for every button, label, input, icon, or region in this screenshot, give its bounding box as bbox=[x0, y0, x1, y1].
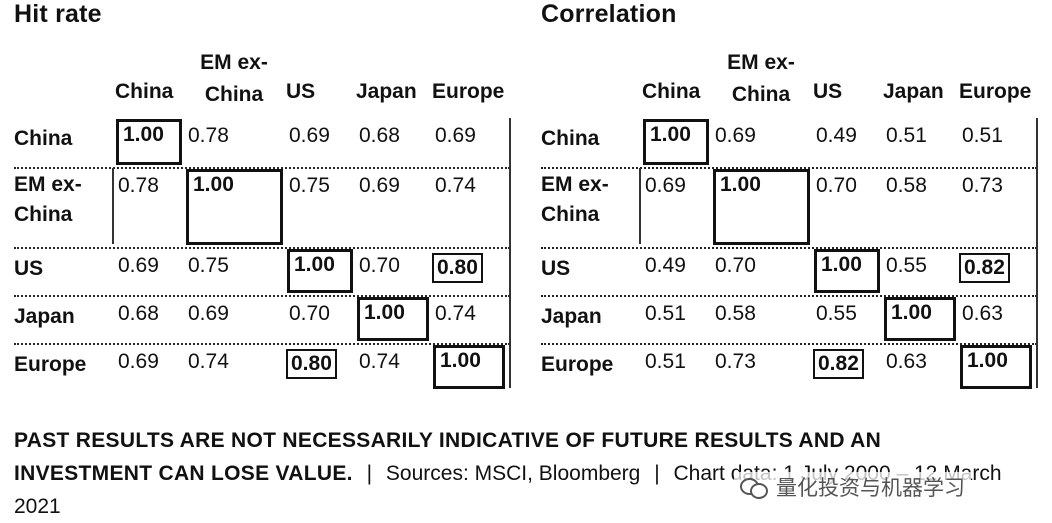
matrix-cell: 0.69 bbox=[359, 174, 400, 197]
matrix-cell: 0.69 bbox=[645, 174, 686, 197]
matrix-cell: 0.49 bbox=[645, 254, 686, 277]
correlation-matrix: China EM ex-China US Japan Europe China EM ex-… bbox=[541, 44, 1041, 389]
column-header: China bbox=[115, 80, 174, 103]
matrix-cell: 0.75 bbox=[289, 174, 330, 197]
row-header: China bbox=[541, 127, 600, 150]
matrix-cell: 1.00 bbox=[433, 345, 505, 389]
matrix-cell: 1.00 bbox=[884, 297, 956, 341]
row-header: China bbox=[14, 127, 73, 150]
row-separator bbox=[541, 167, 1037, 169]
matrix-cell: 0.75 bbox=[188, 254, 229, 277]
matrix-cell: 0.73 bbox=[962, 174, 1003, 197]
matrix-cell: 0.69 bbox=[188, 302, 229, 325]
column-separator bbox=[112, 168, 114, 244]
row-header: Europe bbox=[14, 353, 87, 376]
matrix-cell: 0.51 bbox=[886, 124, 927, 147]
matrix-cell: 0.70 bbox=[359, 254, 400, 277]
matrix-cell: 1.00 bbox=[186, 169, 283, 245]
matrix-cell: 0.74 bbox=[435, 174, 476, 197]
matrix-cell: 0.69 bbox=[118, 350, 159, 373]
hit-rate-title: Hit rate bbox=[14, 0, 102, 28]
matrix-cell: 0.73 bbox=[715, 350, 756, 373]
sources: Sources: MSCI, Bloomberg bbox=[385, 462, 641, 485]
matrix-cell: 0.51 bbox=[962, 124, 1003, 147]
watermark-text: 量化投资与机器学习 bbox=[776, 477, 965, 500]
matrix-cell: 0.58 bbox=[715, 302, 756, 325]
row-separator bbox=[14, 167, 510, 169]
matrix-cell: 0.55 bbox=[816, 302, 857, 325]
row-separator bbox=[541, 343, 1037, 345]
row-header: US bbox=[14, 257, 44, 280]
matrix-cell: 0.80 bbox=[432, 253, 483, 283]
matrix-cell: 1.00 bbox=[643, 119, 709, 165]
matrix-cell: 1.00 bbox=[116, 119, 182, 165]
row-separator bbox=[541, 247, 1037, 249]
matrix-cell: 0.68 bbox=[118, 302, 159, 325]
row-separator bbox=[541, 295, 1037, 297]
matrix-cell: 0.49 bbox=[816, 124, 857, 147]
matrix-cell: 0.51 bbox=[645, 350, 686, 373]
matrix-cell: 0.69 bbox=[118, 254, 159, 277]
wechat-icon bbox=[740, 476, 770, 499]
row-separator bbox=[14, 295, 510, 297]
matrix-cell: 0.70 bbox=[289, 302, 330, 325]
matrix-cell: 0.74 bbox=[188, 350, 229, 373]
matrix-cell: 0.70 bbox=[715, 254, 756, 277]
matrix-cell: 0.74 bbox=[435, 302, 476, 325]
matrix-cell: 0.63 bbox=[886, 350, 927, 373]
correlation-title: Correlation bbox=[541, 0, 677, 28]
column-header: US bbox=[286, 80, 316, 103]
watermark: 量化投资与机器学习 bbox=[734, 472, 971, 502]
matrix-cell: 0.74 bbox=[359, 350, 400, 373]
row-header: US bbox=[541, 257, 571, 280]
matrix-cell: 0.78 bbox=[118, 174, 159, 197]
matrix-cell: 0.51 bbox=[645, 302, 686, 325]
row-header: EM ex-China bbox=[14, 173, 82, 226]
column-header: Japan bbox=[356, 80, 417, 103]
column-separator bbox=[509, 118, 511, 388]
column-header: US bbox=[813, 80, 843, 103]
matrix-cell: 0.55 bbox=[886, 254, 927, 277]
row-header: Europe bbox=[541, 353, 614, 376]
matrix-cell: 1.00 bbox=[814, 249, 880, 293]
row-header: EM ex-China bbox=[541, 173, 609, 226]
column-header: Europe bbox=[432, 80, 505, 103]
row-separator bbox=[14, 343, 510, 345]
matrix-cell: 0.68 bbox=[359, 124, 400, 147]
matrix-cell: 0.80 bbox=[286, 349, 337, 379]
row-separator bbox=[14, 247, 510, 249]
hit-rate-matrix: China EM ex-China US Japan Europe China EM ex-… bbox=[14, 44, 514, 389]
matrix-cell: 0.82 bbox=[959, 253, 1010, 283]
footer-separator: | bbox=[366, 462, 373, 485]
matrix-cell: 0.70 bbox=[816, 174, 857, 197]
column-header: Japan bbox=[883, 80, 944, 103]
footer-separator: | bbox=[654, 462, 660, 485]
column-separator bbox=[639, 168, 641, 244]
column-header: China bbox=[642, 80, 701, 103]
column-separator bbox=[1036, 118, 1038, 388]
column-header: EM ex-China bbox=[727, 51, 795, 106]
matrix-cell: 0.78 bbox=[188, 124, 229, 147]
matrix-cell: 0.63 bbox=[962, 302, 1003, 325]
matrix-cell: 1.00 bbox=[960, 345, 1032, 389]
matrix-cell: 0.82 bbox=[813, 349, 864, 379]
matrix-cell: 0.58 bbox=[886, 174, 927, 197]
matrix-cell: 1.00 bbox=[713, 169, 810, 245]
matrix-cell: 0.69 bbox=[289, 124, 330, 147]
row-header: Japan bbox=[541, 305, 602, 328]
matrix-cell: 0.69 bbox=[435, 124, 476, 147]
matrix-cell: 0.69 bbox=[715, 124, 756, 147]
row-header: Japan bbox=[14, 305, 75, 328]
column-header: EM ex-China bbox=[200, 51, 268, 106]
column-header: Europe bbox=[959, 80, 1032, 103]
matrix-cell: 1.00 bbox=[287, 249, 353, 293]
matrix-cell: 1.00 bbox=[357, 297, 429, 341]
disclaimer: PAST RESULTS ARE NOT NECESSARILY INDICAT… bbox=[14, 429, 882, 485]
